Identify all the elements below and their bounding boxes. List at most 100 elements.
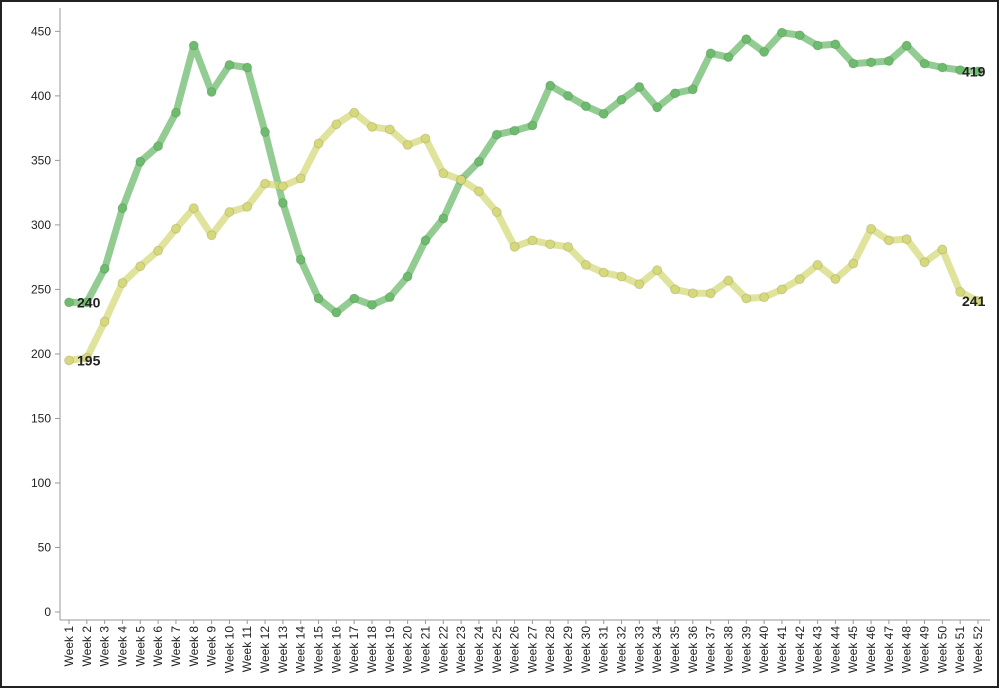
series-point xyxy=(527,120,538,131)
x-tick-label: Week 27 xyxy=(525,626,539,673)
series-point xyxy=(563,241,574,252)
series-point xyxy=(955,287,966,297)
x-tick-label: Week 51 xyxy=(953,626,967,673)
series-point xyxy=(456,174,467,185)
x-tick-label: Week 34 xyxy=(650,626,664,673)
x-tick-label: Week 15 xyxy=(312,626,326,673)
series-line xyxy=(65,109,982,364)
series-point xyxy=(634,81,645,92)
y-tick-label: 250 xyxy=(31,282,51,296)
x-tick-label: Week 13 xyxy=(276,626,290,673)
series-point xyxy=(117,277,128,288)
series-point xyxy=(919,257,930,268)
y-tick-label: 50 xyxy=(38,540,52,554)
series-point xyxy=(937,62,948,73)
series-point xyxy=(117,203,128,214)
series-point xyxy=(776,284,787,295)
x-tick-label: Week 6 xyxy=(151,626,165,667)
series-point xyxy=(349,293,360,304)
series-point xyxy=(687,288,698,299)
series-point xyxy=(206,87,217,97)
x-tick-label: Week 32 xyxy=(615,626,629,673)
series-point xyxy=(705,288,716,299)
series-point xyxy=(491,129,502,140)
series-point xyxy=(64,297,74,308)
series-point xyxy=(616,271,627,282)
x-tick-label: Week 20 xyxy=(401,626,415,673)
series-point xyxy=(438,213,449,224)
series-point xyxy=(937,244,948,255)
x-tick-label: Week 2 xyxy=(80,626,94,667)
x-tick-label: Week 40 xyxy=(757,626,771,673)
series-point xyxy=(224,59,235,70)
series-point xyxy=(830,274,841,285)
series-point xyxy=(438,168,449,179)
x-tick-label: Week 1 xyxy=(62,626,76,667)
x-tick-label: Week 45 xyxy=(846,626,860,673)
series-point xyxy=(153,141,164,152)
series-point xyxy=(919,58,930,69)
series-point xyxy=(973,296,983,307)
series-point xyxy=(848,258,859,269)
end-label: 241 xyxy=(962,293,986,309)
series-point xyxy=(135,261,146,272)
x-tick-label: Week 29 xyxy=(561,626,575,673)
series-point xyxy=(384,124,395,135)
series-point xyxy=(420,235,431,246)
series-point xyxy=(170,107,181,118)
series-point xyxy=(670,284,680,295)
series-point xyxy=(687,84,698,95)
series-point xyxy=(313,293,324,304)
x-tick-label: Week 33 xyxy=(632,626,646,673)
x-tick-label: Week 26 xyxy=(508,626,522,673)
x-tick-label: Week 5 xyxy=(133,626,147,667)
x-tick-label: Week 38 xyxy=(721,626,735,673)
x-tick-label: Week 9 xyxy=(205,626,219,667)
x-tick-label: Week 49 xyxy=(918,626,932,673)
x-tick-label: Week 19 xyxy=(383,626,397,673)
x-tick-label: Week 12 xyxy=(258,626,272,673)
series-point xyxy=(260,127,271,137)
x-tick-label: Week 39 xyxy=(739,626,753,673)
y-tick-label: 350 xyxy=(31,153,51,167)
series-point xyxy=(242,201,253,212)
x-tick-label: Week 8 xyxy=(187,626,201,667)
x-tick-label: Week 16 xyxy=(329,626,343,673)
series-point xyxy=(384,292,395,303)
series-point xyxy=(170,223,181,234)
series-point xyxy=(670,88,680,99)
series-point xyxy=(866,57,877,68)
series-point xyxy=(277,197,288,208)
series-point xyxy=(955,65,966,76)
x-tick-label: Week 10 xyxy=(222,626,236,673)
series-point xyxy=(242,62,253,73)
series-point xyxy=(883,235,894,246)
x-tick-label: Week 14 xyxy=(294,626,308,673)
series-point xyxy=(224,207,235,217)
series-point xyxy=(527,235,538,246)
x-tick-label: Week 43 xyxy=(811,626,825,673)
x-tick-label: Week 22 xyxy=(436,626,450,673)
series-point xyxy=(153,245,164,256)
series-point xyxy=(260,178,271,189)
series-point xyxy=(331,119,342,130)
series-point xyxy=(295,173,306,184)
series-point xyxy=(580,101,591,112)
y-tick-label: 300 xyxy=(31,218,51,232)
y-tick-label: 200 xyxy=(31,347,51,361)
x-tick-label: Week 21 xyxy=(418,626,432,673)
series-point xyxy=(509,125,520,136)
x-tick-label: Week 23 xyxy=(454,626,468,673)
series-point xyxy=(99,316,110,327)
series-point xyxy=(545,239,556,250)
x-tick-label: Week 52 xyxy=(971,626,985,673)
series-point xyxy=(367,121,377,132)
series-point xyxy=(598,267,609,278)
series-point xyxy=(313,138,324,149)
series-point xyxy=(883,56,894,67)
x-tick-label: Week 46 xyxy=(864,626,878,673)
series-point xyxy=(759,292,770,303)
series-point xyxy=(723,52,734,63)
